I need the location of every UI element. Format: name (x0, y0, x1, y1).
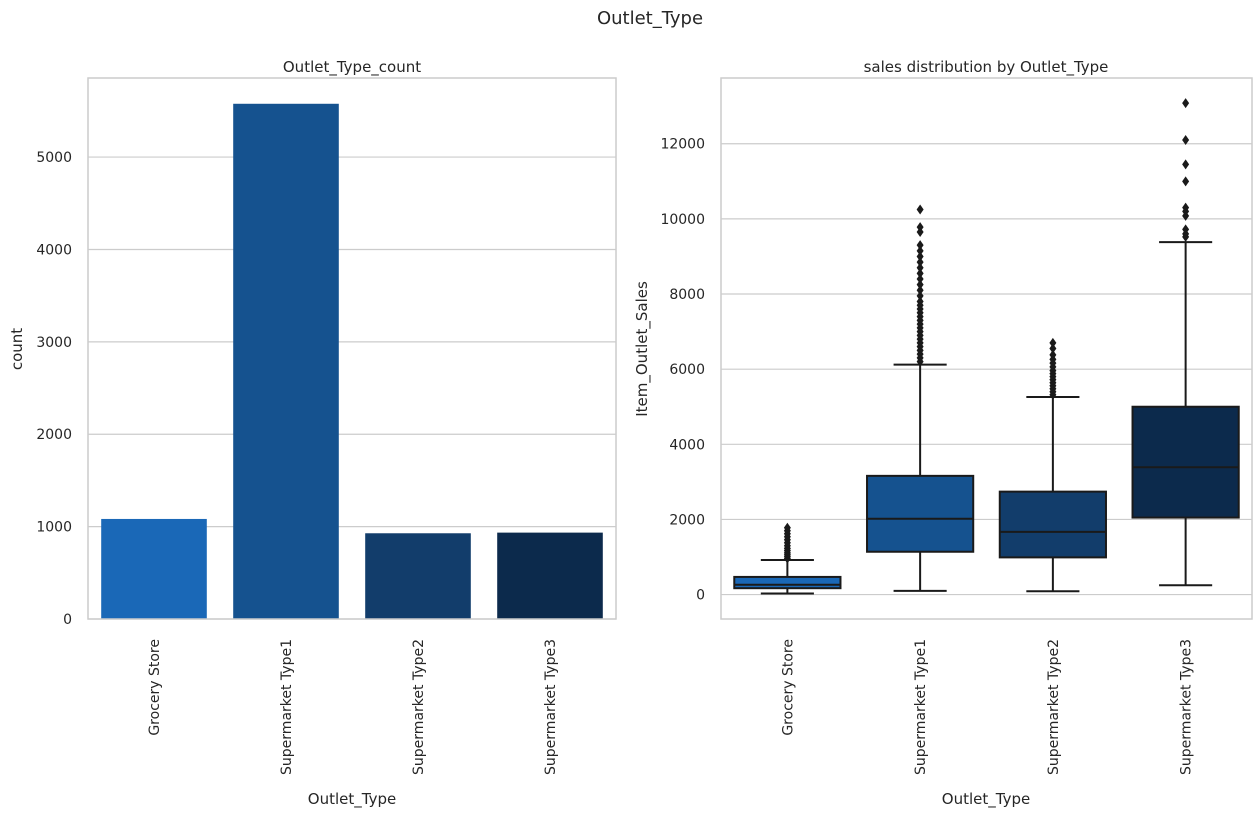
bar-chart-y-tick-label: 2000 (36, 427, 72, 443)
bar-chart-x-tick-label: Supermarket Type3 (543, 639, 559, 775)
bar (233, 103, 339, 620)
count-bar-chart: Outlet_Type_count 010002000300040005000 … (8, 58, 617, 809)
bar-chart-frame (87, 77, 617, 620)
outlier-point (1049, 337, 1057, 348)
bar-chart-x-tick-labels: Grocery Store Supermarket Type1 Supermarke… (147, 639, 559, 775)
iqr-box (733, 575, 842, 590)
box-plot-y-tick-label: 8000 (669, 287, 705, 303)
box-plot-x-tick-label: Supermarket Type1 (913, 639, 929, 775)
outlier-point (916, 262, 924, 273)
bar-chart-x-tick-label: Supermarket Type2 (411, 639, 427, 775)
outlier-point (916, 240, 924, 251)
box-plot-frame (720, 77, 1253, 620)
figure-suptitle: Outlet_Type (597, 8, 703, 29)
box-plot-y-tick-labels: 0 2000 4000 6000 8000 10000 12000 (660, 137, 705, 604)
bar-chart-y-tick-label: 0 (63, 612, 72, 628)
outlier-point (1182, 202, 1190, 213)
box-plot-gridlines (721, 143, 1252, 596)
iqr-box (866, 474, 975, 553)
outlier-point (1049, 343, 1057, 354)
outlier-point (1182, 134, 1190, 145)
box-plot-x-tick-label: Supermarket Type2 (1046, 639, 1062, 775)
bar-chart-y-axis-label: count (8, 328, 26, 370)
bar-chart-y-tick-label: 1000 (36, 520, 72, 536)
outlier-point (916, 251, 924, 262)
box-plot-y-axis-label: Item_Outlet_Sales (633, 281, 652, 417)
outlier-point (916, 204, 924, 215)
box-plot-boxes (733, 98, 1240, 595)
outlier-point (916, 290, 924, 301)
iqr-box (998, 490, 1107, 559)
outlier-point (916, 268, 924, 279)
bar-chart-bars (101, 103, 603, 620)
outlier-point (1049, 349, 1057, 360)
sales-box-plot: sales distribution by Outlet_Type 0 2000 4… (633, 58, 1253, 809)
bar (101, 518, 207, 619)
bar (365, 533, 471, 619)
box-plot-y-tick-label: 12000 (660, 137, 705, 153)
outlier-point (916, 245, 924, 256)
bar-chart-x-tick-label: Supermarket Type1 (279, 639, 295, 775)
box-plot-title: sales distribution by Outlet_Type (864, 58, 1109, 77)
box-plot-x-tick-label: Supermarket Type3 (1179, 639, 1195, 775)
box-group (733, 522, 842, 595)
box-plot-x-axis-label: Outlet_Type (942, 790, 1030, 809)
outlier-point (1182, 176, 1190, 187)
outlier-point (783, 522, 791, 533)
box-plot-x-tick-labels: Grocery Store Supermarket Type1 Supermarke… (780, 639, 1194, 775)
box-group (998, 337, 1107, 593)
outlier-point (916, 273, 924, 284)
outlier-point (916, 279, 924, 290)
bar (497, 532, 603, 619)
outlier-point (1182, 98, 1190, 109)
outlier-point (1182, 224, 1190, 235)
bar-chart-title: Outlet_Type_count (283, 58, 421, 77)
outlier-point (916, 285, 924, 296)
bar-chart-x-tick-label: Grocery Store (147, 639, 163, 736)
box-plot-y-tick-label: 4000 (669, 437, 705, 453)
outlier-point (916, 257, 924, 268)
box-plot-y-tick-label: 0 (696, 588, 705, 604)
outlier-point (916, 296, 924, 307)
box-plot-y-tick-label: 10000 (660, 212, 705, 228)
bar-chart-y-tick-label: 5000 (36, 150, 72, 166)
box-plot-y-tick-label: 2000 (669, 512, 705, 528)
bar-chart-y-tick-labels: 0 1000 2000 3000 4000 5000 (36, 150, 72, 628)
box-plot-x-tick-label: Grocery Store (780, 639, 796, 736)
bar-chart-y-tick-label: 3000 (36, 335, 72, 351)
outlier-point (1182, 159, 1190, 170)
iqr-box (1131, 405, 1240, 519)
box-group (1131, 98, 1240, 587)
bar-chart-y-tick-label: 4000 (36, 242, 72, 258)
box-plot-y-tick-label: 6000 (669, 362, 705, 378)
bar-chart-x-axis-label: Outlet_Type (308, 790, 396, 809)
box-group (866, 204, 975, 592)
outlier-point (916, 222, 924, 233)
